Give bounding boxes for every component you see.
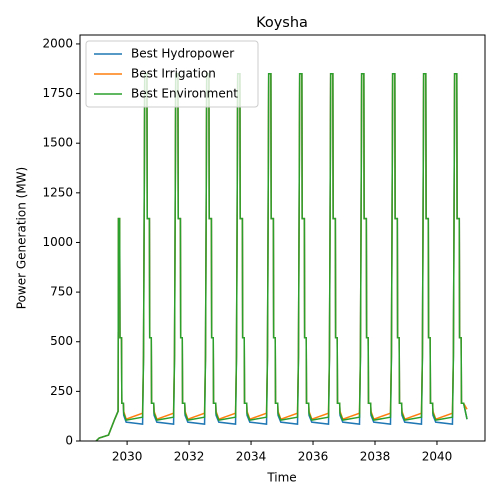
legend-box — [85, 40, 259, 108]
x-tick-label: 2038 — [360, 450, 391, 464]
y-tick-label: 1500 — [42, 136, 73, 150]
plot-frame — [79, 34, 486, 442]
y-tick-label: 1250 — [42, 185, 73, 199]
x-tick-label: 2030 — [112, 450, 143, 464]
y-tick-label: 250 — [50, 384, 73, 398]
legend-label: Best Irrigation — [131, 67, 216, 81]
y-tick-label: 500 — [50, 334, 73, 348]
chart-title: Koysha — [256, 15, 308, 31]
y-tick-label: 750 — [50, 285, 73, 299]
legend-label: Best Hydropower — [131, 47, 234, 61]
x-tick-label: 2040 — [422, 450, 453, 464]
x-tick-label: 2032 — [174, 450, 205, 464]
y-tick-label: 1000 — [42, 235, 73, 249]
y-tick-label: 2000 — [42, 36, 73, 50]
x-tick-label: 2036 — [298, 450, 329, 464]
legend-label: Best Environment — [131, 87, 238, 101]
y-tick-label: 0 — [65, 434, 73, 448]
x-axis-label: Time — [266, 471, 296, 485]
series-line — [95, 72, 468, 442]
x-tick-label: 2034 — [236, 450, 267, 464]
y-tick-label: 1750 — [42, 86, 73, 100]
y-axis-label: Power Generation (MW) — [15, 167, 29, 309]
